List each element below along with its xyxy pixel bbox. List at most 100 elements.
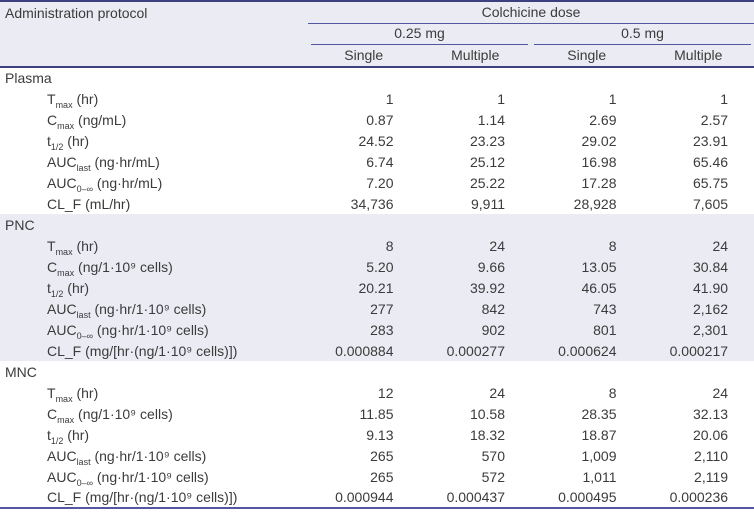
param-subscript: 1/2: [50, 288, 64, 299]
param-unit: (ng·hr/1·10⁹ cells): [93, 468, 209, 485]
param-unit: (hr): [72, 384, 99, 401]
cell-value: 30.84: [642, 256, 754, 277]
cell-value: 46.05: [531, 277, 643, 298]
row-label: AUC0–∞ (ng·hr/mL): [0, 172, 308, 193]
table-row: t1/2 (hr) 9.13 18.32 18.87 20.06: [0, 424, 754, 445]
column-header-dose-025mg: 0.25 mg: [308, 23, 531, 45]
table-row: AUC0–∞ (ng·hr/1·10⁹ cells) 265 572 1,011…: [0, 466, 754, 487]
param-name: AUC: [47, 447, 77, 464]
cell-value: 9,911: [471, 195, 505, 212]
cell-value: 10.58: [469, 405, 505, 422]
row-label: AUClast (ng·hr/1·10⁹ cells): [0, 445, 308, 466]
param-name: T: [47, 237, 56, 254]
cell-value: 65.46: [692, 153, 729, 170]
param-unit: (hr): [72, 237, 99, 254]
cell-value: 18.32: [469, 426, 505, 443]
cell-value: 8: [308, 235, 420, 256]
param-subscript: last: [76, 309, 91, 320]
row-label: Cmax (ng/1·10⁹ cells): [0, 256, 308, 277]
param-unit: (hr): [63, 132, 90, 149]
cell-value: 902: [419, 319, 531, 340]
header-row-1: Administration protocol Colchicine dose: [0, 1, 754, 24]
cell-value: 1,011: [582, 468, 617, 485]
table-row: Tmax (hr) 1 1 1 1: [0, 88, 754, 109]
row-label: AUC0–∞ (ng·hr/1·10⁹ cells): [0, 466, 308, 487]
row-label: Tmax (hr): [0, 235, 308, 256]
cell-value: 20.21: [308, 277, 420, 298]
table-row: AUClast (ng·hr/1·10⁹ cells) 277 842 743 …: [0, 298, 754, 319]
column-header-administration-protocol: Administration protocol: [5, 5, 148, 21]
cell-value: 265: [370, 468, 394, 485]
param-name: AUC: [47, 300, 77, 317]
row-label: Cmax (ng/mL): [0, 109, 308, 130]
row-label: CL_F (mg/[hr·(ng/1·10⁹ cells)]): [0, 340, 308, 361]
row-label: t1/2 (hr): [0, 277, 308, 298]
section-row-pnc: PNC: [0, 214, 754, 235]
param-name: CL_F: [47, 489, 82, 505]
param-name: CL_F: [47, 342, 82, 359]
param-unit: (ng/mL): [74, 111, 127, 128]
table-row: AUClast (ng·hr/mL) 6.74 25.12 16.98 65.4…: [0, 151, 754, 172]
cell-value: 0.87: [366, 111, 394, 128]
param-subscript: max: [55, 99, 73, 110]
cell-value: 28.35: [581, 405, 617, 422]
param-name: t: [47, 279, 51, 296]
cell-value: 28,928: [573, 195, 617, 212]
param-name: CL_F: [47, 195, 82, 212]
cell-value: 0.000437: [446, 489, 505, 505]
cell-value: 0.000277: [419, 340, 531, 361]
column-header-multiple-1: Multiple: [451, 46, 500, 63]
cell-value: 20.06: [692, 426, 729, 443]
cell-value: 17.28: [581, 174, 617, 191]
cell-value: 0.000236: [669, 489, 729, 505]
row-label: Cmax (ng/1·10⁹ cells): [0, 403, 308, 424]
cell-value: 39.92: [419, 277, 531, 298]
column-header-single-2: Single: [567, 46, 607, 63]
param-subscript: 1/2: [50, 435, 64, 446]
cell-value: 1: [720, 90, 729, 107]
param-unit: (ng·hr/1·10⁹ cells): [90, 447, 207, 464]
cell-value: 16.98: [581, 153, 617, 170]
cell-value: 1.14: [477, 111, 505, 128]
cell-value: 0.000495: [558, 489, 617, 505]
section-title: MNC: [5, 363, 37, 380]
cell-value: 13.05: [531, 256, 643, 277]
cell-value: 0.000944: [335, 489, 394, 505]
header-row-2: 0.25 mg 0.5 mg: [0, 23, 754, 45]
table-row: AUClast (ng·hr/1·10⁹ cells) 265 570 1,00…: [0, 445, 754, 466]
cell-value: 9.13: [366, 426, 394, 443]
cell-value: 34,736: [350, 195, 394, 212]
table-header: Administration protocol Colchicine dose …: [0, 1, 754, 67]
param-subscript: max: [57, 414, 75, 425]
cell-value: 23.91: [692, 132, 729, 149]
param-unit: (hr): [63, 426, 90, 443]
cell-value: 41.90: [642, 277, 754, 298]
table-row: AUC0–∞ (ng·hr/1·10⁹ cells) 283 902 801 2…: [0, 319, 754, 340]
cell-value: 1: [497, 90, 505, 107]
param-name: AUC: [47, 153, 77, 170]
param-subscript: 0–∞: [76, 183, 93, 194]
cell-value: 0.000884: [308, 340, 420, 361]
param-subscript: max: [55, 393, 73, 404]
cell-value: 24: [419, 235, 531, 256]
param-subscript: last: [76, 162, 91, 173]
table-row: t1/2 (hr) 24.52 23.23 29.02 23.91: [0, 130, 754, 151]
param-name: AUC: [47, 468, 77, 485]
table-row: t1/2 (hr) 20.21 39.92 46.05 41.90: [0, 277, 754, 298]
row-label: Tmax (hr): [0, 382, 308, 403]
param-unit: (ng·hr/mL): [90, 153, 160, 170]
cell-value: 1,009: [581, 447, 617, 464]
param-subscript: max: [57, 267, 75, 278]
cell-value: 25.12: [469, 153, 505, 170]
param-name: C: [47, 111, 58, 128]
cell-value: 283: [308, 319, 420, 340]
param-name: t: [47, 426, 51, 443]
cell-value: 2,110: [694, 447, 729, 464]
cell-value: 7,605: [692, 195, 729, 212]
param-unit: (ng·hr/1·10⁹ cells): [90, 300, 207, 317]
dose-level-label: 0.5 mg: [534, 24, 752, 45]
cell-value: 277: [308, 298, 420, 319]
param-subscript: last: [76, 456, 91, 467]
